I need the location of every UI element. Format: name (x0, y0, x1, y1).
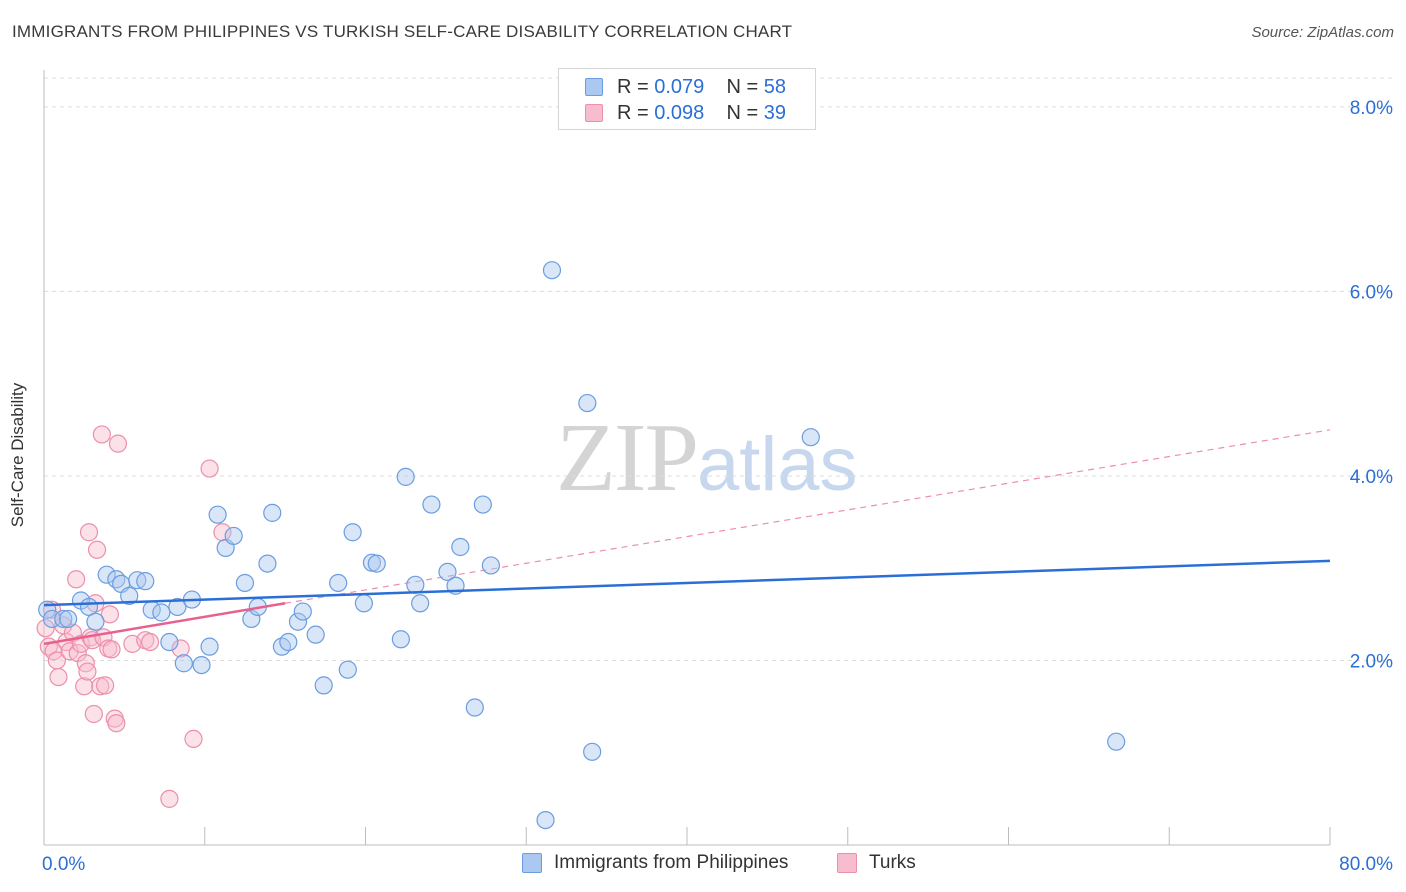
point-philippines (396, 467, 415, 486)
legend-row-philippines: R = 0.079 N = 58 (585, 75, 787, 99)
series-legend: Immigrants from Philippines Turks (0, 852, 1406, 878)
point-philippines (422, 495, 441, 514)
point-philippines (86, 612, 105, 631)
point-philippines (224, 526, 243, 546)
point-philippines (168, 597, 187, 617)
legend-r-label: R = (617, 75, 649, 98)
point-philippines (235, 573, 255, 593)
watermark-zip: ZIP (556, 404, 699, 512)
legend-r-value: 0.098 (654, 101, 705, 124)
point-philippines (536, 810, 555, 830)
point-philippines (801, 428, 820, 447)
point-philippines (354, 594, 373, 613)
trend-line-turks (43, 602, 286, 646)
point-philippines (263, 503, 282, 522)
legend-label-turks: Turks (869, 852, 916, 873)
legend-r-value: 0.079 (654, 75, 705, 98)
y-axis-label: Self-Care Disability (8, 382, 27, 528)
watermark: ZIPatlas (556, 402, 858, 514)
point-philippines (473, 495, 492, 514)
point-philippines (59, 609, 78, 629)
point-turks (171, 639, 190, 658)
point-philippines (465, 698, 484, 717)
point-philippines (174, 654, 193, 673)
point-turks (200, 459, 219, 478)
x-tick-label: 80.0% (1339, 854, 1393, 875)
point-philippines (391, 630, 410, 649)
point-philippines (192, 655, 211, 675)
point-philippines (136, 572, 155, 591)
point-philippines (258, 554, 277, 573)
point-turks (102, 640, 121, 659)
legend-item-turks: Turks (837, 852, 916, 874)
point-philippines (542, 261, 562, 280)
legend-n-label: N = (726, 101, 759, 124)
correlation-legend: R = 0.079 N = 58 R = 0.098 N = 39 (558, 68, 816, 130)
point-philippines (338, 660, 357, 679)
point-philippines (152, 603, 171, 622)
point-philippines (343, 523, 362, 542)
point-philippines (97, 565, 116, 584)
point-philippines (367, 554, 386, 573)
point-turks (100, 605, 120, 624)
x-tick-label: 0.0% (42, 854, 85, 875)
point-turks (107, 714, 126, 733)
point-philippines (481, 556, 500, 575)
y-tick-label: 4.0% (1350, 467, 1393, 488)
point-turks (67, 570, 86, 589)
point-philippines (120, 586, 139, 605)
point-turks (49, 667, 68, 687)
point-philippines (578, 393, 597, 413)
watermark-atlas: atlas (697, 422, 858, 507)
point-philippines (583, 742, 602, 761)
legend-swatch-turks (585, 104, 603, 122)
point-philippines (438, 562, 457, 582)
point-philippines (306, 625, 325, 644)
y-tick-label: 8.0% (1350, 98, 1393, 119)
point-turks (78, 662, 97, 681)
point-turks (75, 677, 94, 696)
legend-n-value: 58 (763, 75, 787, 98)
point-philippines (406, 575, 425, 594)
legend-row-turks: R = 0.098 N = 39 (585, 101, 787, 125)
legend-n-label: N = (726, 75, 759, 98)
point-turks (140, 632, 160, 652)
point-turks (84, 704, 103, 724)
point-philippines (411, 594, 430, 613)
point-philippines (160, 632, 179, 652)
point-philippines (1107, 732, 1126, 751)
legend-swatch-philippines (585, 78, 603, 96)
point-turks (95, 676, 115, 695)
point-philippines (451, 537, 470, 557)
point-philippines (293, 602, 312, 621)
point-philippines (314, 676, 333, 695)
chart-title: IMMIGRANTS FROM PHILIPPINES VS TURKISH S… (12, 22, 793, 41)
point-turks (92, 425, 111, 444)
point-turks (160, 789, 179, 808)
point-turks (79, 523, 99, 542)
legend-swatch-philippines (522, 853, 542, 873)
point-turks (184, 729, 203, 748)
point-turks (213, 523, 232, 542)
point-philippines (200, 637, 219, 656)
legend-swatch-turks (837, 853, 857, 873)
legend-n-value: 39 (763, 101, 787, 124)
trend-line-philippines (43, 559, 1331, 607)
trend-line-turks-extension (285, 429, 1331, 604)
legend-item-philippines: Immigrants from Philippines (522, 852, 788, 874)
point-philippines (329, 573, 348, 593)
point-turks (87, 540, 107, 559)
legend-r-label: R = (617, 101, 649, 124)
point-turks (36, 619, 55, 638)
point-philippines (208, 505, 227, 524)
point-philippines (288, 612, 308, 631)
point-philippines (279, 632, 298, 652)
y-tick-label: 2.0% (1350, 651, 1393, 672)
point-philippines (54, 609, 73, 629)
source-label: Source: ZipAtlas.com (1251, 24, 1394, 41)
legend-label-philippines: Immigrants from Philippines (554, 852, 789, 873)
y-tick-label: 6.0% (1350, 282, 1393, 303)
point-turks (108, 434, 128, 453)
